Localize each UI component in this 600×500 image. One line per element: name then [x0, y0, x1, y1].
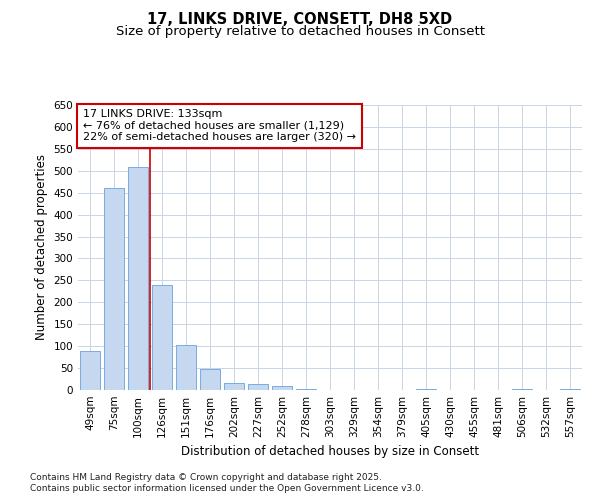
Bar: [296, 388, 316, 390]
Bar: [200, 370, 220, 390]
Bar: [80, 352, 100, 390]
X-axis label: Distribution of detached houses by size in Consett: Distribution of detached houses by size …: [181, 446, 479, 458]
Text: Contains public sector information licensed under the Open Government Licence v3: Contains public sector information licen…: [30, 484, 424, 493]
Bar: [272, 386, 292, 390]
Bar: [248, 384, 268, 390]
Bar: [152, 285, 172, 390]
Text: 17 LINKS DRIVE: 133sqm
← 76% of detached houses are smaller (1,129)
22% of semi-: 17 LINKS DRIVE: 133sqm ← 76% of detached…: [83, 110, 356, 142]
Y-axis label: Number of detached properties: Number of detached properties: [35, 154, 48, 340]
Bar: [416, 388, 436, 390]
Bar: [104, 188, 124, 390]
Bar: [128, 168, 148, 390]
Bar: [224, 382, 244, 390]
Text: Contains HM Land Registry data © Crown copyright and database right 2025.: Contains HM Land Registry data © Crown c…: [30, 472, 382, 482]
Bar: [512, 388, 532, 390]
Bar: [176, 345, 196, 390]
Text: 17, LINKS DRIVE, CONSETT, DH8 5XD: 17, LINKS DRIVE, CONSETT, DH8 5XD: [148, 12, 452, 28]
Bar: [560, 388, 580, 390]
Text: Size of property relative to detached houses in Consett: Size of property relative to detached ho…: [115, 25, 485, 38]
